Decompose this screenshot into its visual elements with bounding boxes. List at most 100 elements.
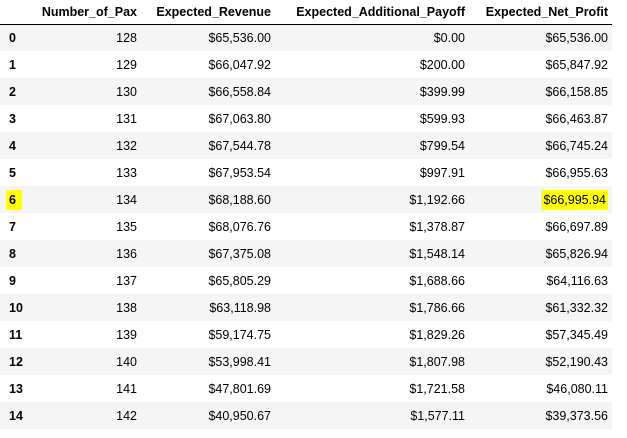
cell-expected-revenue: $63,118.98: [209, 300, 271, 315]
table-row: 4 132 $67,544.78 $799.54 $66,745.24: [0, 132, 612, 159]
cell-expected-net-profit: $66,745.24: [545, 138, 608, 153]
cell-expected-additional-payoff: $1,688.66: [409, 273, 465, 288]
cell-expected-net-profit: $65,847.92: [545, 57, 608, 72]
table-row: 12 140 $53,998.41 $1,807.98 $52,190.43: [0, 348, 612, 375]
dataframe-table: Number_of_Pax Expected_Revenue Expected_…: [0, 0, 612, 429]
cell-expected-revenue: $47,801.69: [208, 381, 271, 396]
cell-expected-additional-payoff: $1,577.11: [410, 408, 465, 423]
cell-number-of-pax: 142: [116, 408, 137, 423]
table-row: 3 131 $67,063.80 $599.93 $66,463.87: [0, 105, 612, 132]
cell-number-of-pax: 133: [116, 165, 137, 180]
cell-expected-revenue: $68,188.60: [208, 192, 271, 207]
row-index: 0: [9, 30, 16, 45]
column-header-expected-revenue: Expected_Revenue: [141, 0, 275, 25]
cell-expected-revenue: $59,174.75: [208, 327, 271, 342]
cell-expected-revenue: $65,536.00: [208, 30, 271, 45]
row-index: 1: [9, 57, 16, 72]
cell-expected-revenue: $67,544.78: [208, 138, 271, 153]
row-index: 4: [9, 138, 16, 153]
cell-number-of-pax: 129: [116, 57, 137, 72]
column-header-number-of-pax: Number_of_Pax: [30, 0, 141, 25]
cell-number-of-pax: 135: [116, 219, 137, 234]
cell-expected-net-profit: $52,190.43: [545, 354, 608, 369]
cell-expected-revenue: $67,375.08: [208, 246, 271, 261]
cell-number-of-pax: 131: [116, 111, 137, 126]
cell-expected-additional-payoff: $1,378.87: [409, 219, 465, 234]
row-index: 8: [9, 246, 16, 261]
highlighted-max-net-profit: $66,995.94: [541, 189, 608, 210]
cell-expected-net-profit: $66,158.85: [545, 84, 608, 99]
index-column-header: [0, 0, 30, 25]
cell-expected-net-profit: $57,345.49: [545, 327, 608, 342]
cell-expected-additional-payoff: $0.00: [433, 30, 465, 45]
table-row: 11 139 $59,174.75 $1,829.26 $57,345.49: [0, 321, 612, 348]
row-index: 5: [9, 165, 16, 180]
cell-expected-revenue: $67,953.54: [208, 165, 271, 180]
cell-expected-revenue: $53,998.41: [208, 354, 271, 369]
table-row: 14 142 $40,950.67 $1,577.11 $39,373.56: [0, 402, 612, 429]
row-index: 10: [9, 300, 23, 315]
cell-expected-net-profit: $39,373.56: [545, 408, 608, 423]
row-index: 7: [9, 219, 16, 234]
cell-expected-additional-payoff: $200.00: [419, 57, 465, 72]
cell-expected-net-profit: $46,080.11: [546, 381, 608, 396]
cell-expected-additional-payoff: $1,192.66: [409, 192, 465, 207]
header-row: Number_of_Pax Expected_Revenue Expected_…: [0, 0, 612, 25]
row-index: 3: [9, 111, 16, 126]
cell-expected-revenue: $67,063.80: [208, 111, 271, 126]
table-row: 6 134 $68,188.60 $1,192.66 $66,995.94: [0, 186, 612, 213]
row-index: 9: [9, 273, 16, 288]
cell-expected-net-profit: $61,332.32: [545, 300, 608, 315]
cell-expected-net-profit: $65,536.00: [545, 30, 608, 45]
table-body: 0 128 $65,536.00 $0.00 $65,536.00 1 129 $66,047…: [0, 24, 612, 429]
cell-expected-additional-payoff: $1,721.58: [409, 381, 465, 396]
table-row: 10 138 $63,118.98 $1,786.66 $61,332.32: [0, 294, 612, 321]
cell-expected-additional-payoff: $1,548.14: [409, 246, 465, 261]
cell-number-of-pax: 141: [116, 381, 137, 396]
cell-number-of-pax: 128: [116, 30, 137, 45]
row-index: 2: [9, 84, 16, 99]
row-index: 13: [9, 381, 23, 396]
cell-expected-additional-payoff: $1,829.26: [409, 327, 465, 342]
cell-expected-revenue: $65,805.29: [208, 273, 271, 288]
cell-expected-revenue: $40,950.67: [208, 408, 271, 423]
cell-expected-additional-payoff: $1,807.98: [409, 354, 465, 369]
cell-number-of-pax: 136: [116, 246, 137, 261]
cell-expected-revenue: $68,076.76: [208, 219, 271, 234]
row-index: 12: [9, 354, 23, 369]
table-row: 5 133 $67,953.54 $997.91 $66,955.63: [0, 159, 612, 186]
cell-expected-additional-payoff: $799.54: [419, 138, 465, 153]
column-header-expected-additional-payoff: Expected_Additional_Payoff: [275, 0, 469, 25]
column-header-expected-net-profit: Expected_Net_Profit: [469, 0, 612, 25]
cell-number-of-pax: 137: [116, 273, 137, 288]
cell-expected-net-profit: $64,116.63: [546, 273, 608, 288]
cell-expected-revenue: $66,558.84: [208, 84, 271, 99]
cell-expected-net-profit: $66,697.89: [545, 219, 608, 234]
table-row: 9 137 $65,805.29 $1,688.66 $64,116.63: [0, 267, 612, 294]
cell-number-of-pax: 132: [116, 138, 137, 153]
cell-expected-additional-payoff: $599.93: [419, 111, 465, 126]
cell-expected-net-profit: $66,995.94: [469, 186, 612, 213]
table-header: Number_of_Pax Expected_Revenue Expected_…: [0, 0, 612, 25]
cell-expected-net-profit: $65,826.94: [545, 246, 608, 261]
cell-number-of-pax: 139: [116, 327, 137, 342]
table-row: 0 128 $65,536.00 $0.00 $65,536.00: [0, 24, 612, 51]
cell-expected-revenue: $66,047.92: [208, 57, 271, 72]
table-row: 13 141 $47,801.69 $1,721.58 $46,080.11: [0, 375, 612, 402]
cell-expected-additional-payoff: $997.91: [419, 165, 465, 180]
cell-expected-net-profit: $66,955.63: [545, 165, 608, 180]
row-index: 14: [9, 408, 23, 423]
cell-number-of-pax: 134: [116, 192, 137, 207]
table-row: 7 135 $68,076.76 $1,378.87 $66,697.89: [0, 213, 612, 240]
table-row: 1 129 $66,047.92 $200.00 $65,847.92: [0, 51, 612, 78]
row-index: 11: [9, 327, 23, 342]
highlighted-row-index: 6: [6, 189, 22, 210]
cell-expected-additional-payoff: $399.99: [419, 84, 465, 99]
row-index: 6: [0, 186, 30, 213]
cell-expected-additional-payoff: $1,786.66: [409, 300, 465, 315]
cell-number-of-pax: 138: [116, 300, 137, 315]
table-row: 8 136 $67,375.08 $1,548.14 $65,826.94: [0, 240, 612, 267]
table-row: 2 130 $66,558.84 $399.99 $66,158.85: [0, 78, 612, 105]
cell-number-of-pax: 140: [116, 354, 137, 369]
cell-expected-net-profit: $66,463.87: [545, 111, 608, 126]
